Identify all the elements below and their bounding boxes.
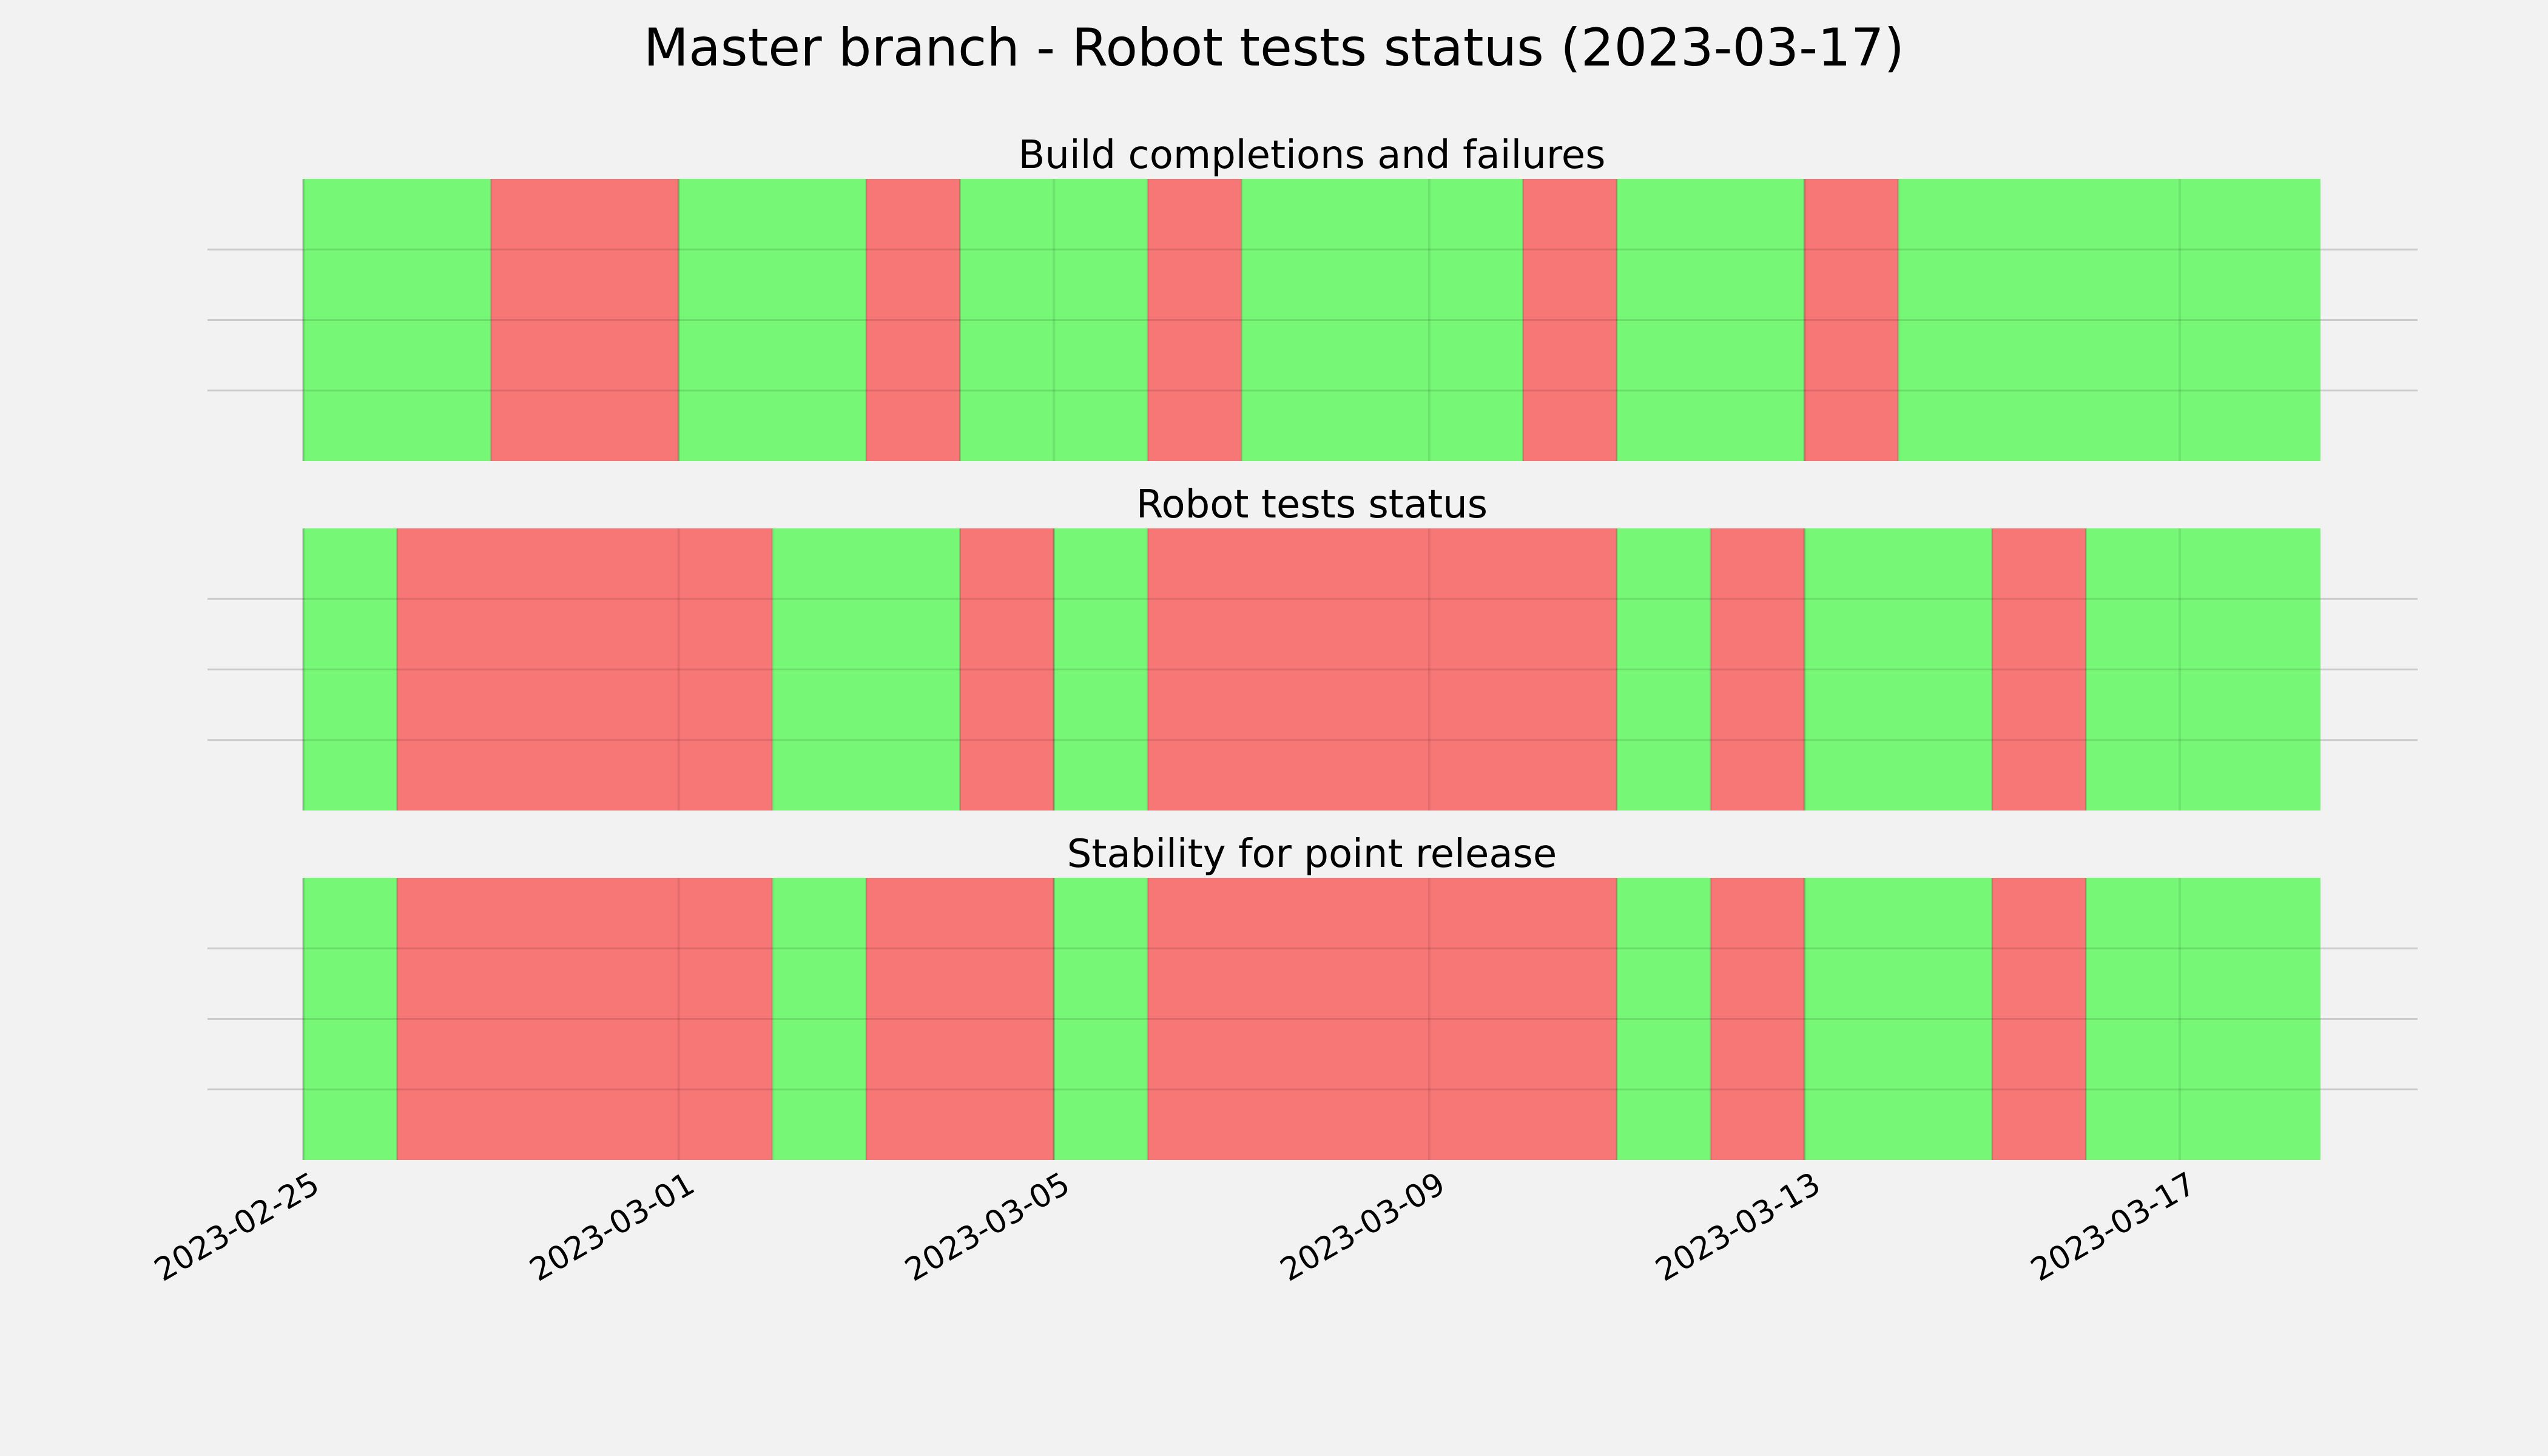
segment-ok [1054, 878, 1148, 1160]
segment-ok [1241, 179, 1523, 461]
segment-ok [678, 179, 866, 461]
segment-fail [397, 528, 773, 811]
segment-ok [303, 179, 491, 461]
panel-1: Build completions and failures [207, 133, 2418, 461]
segment-ok [1804, 528, 1992, 811]
segment-fail [1147, 878, 1617, 1160]
panel-3: Stability for point release [207, 832, 2418, 1160]
segment-ok [303, 528, 397, 811]
segment-fail [1147, 528, 1617, 811]
segment-fail [1523, 179, 1617, 461]
segment-ok [1617, 179, 1805, 461]
segment-ok [1054, 528, 1148, 811]
segment-ok [1804, 878, 1992, 1160]
panel-2: Robot tests status [207, 482, 2418, 811]
segment-ok [960, 179, 1148, 461]
segment-fail [1804, 179, 1899, 461]
segment-ok [1617, 878, 1711, 1160]
panel-title: Build completions and failures [1019, 133, 1606, 178]
segment-fail [1710, 528, 1805, 811]
segment-ok [1898, 179, 2320, 461]
segment-fail [1147, 179, 1242, 461]
segment-ok [772, 528, 960, 811]
chart-title: Master branch - Robot tests status (2023… [644, 18, 1904, 78]
segment-ok [2086, 878, 2320, 1160]
segment-ok [1617, 528, 1711, 811]
segment-fail [1710, 878, 1805, 1160]
segment-ok [772, 878, 866, 1160]
segment-fail [866, 878, 1054, 1160]
segment-fail [1992, 878, 2086, 1160]
segment-fail [866, 179, 960, 461]
segment-fail [960, 528, 1054, 811]
segment-fail [491, 179, 679, 461]
segment-fail [397, 878, 773, 1160]
segment-fail [1992, 528, 2086, 811]
chart-panels: Build completions and failures Robot test… [207, 133, 2418, 1160]
segment-ok [2086, 528, 2320, 811]
segment-ok [303, 878, 397, 1160]
panel-title: Robot tests status [1136, 482, 1488, 527]
panel-title: Stability for point release [1067, 832, 1557, 877]
